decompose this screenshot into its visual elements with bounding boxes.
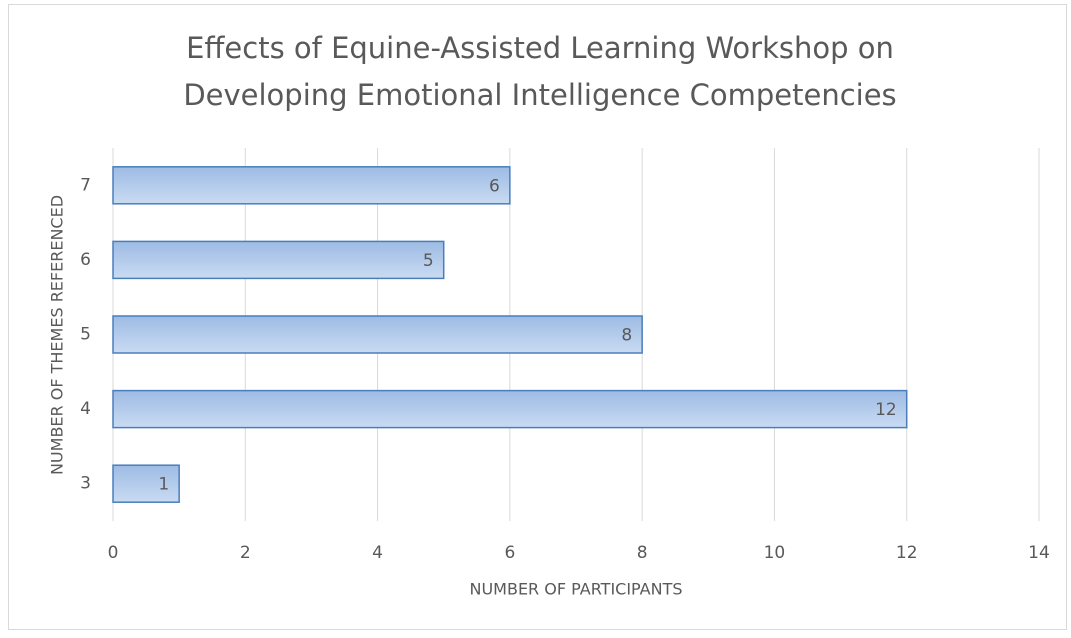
x-tick-label: 4 xyxy=(372,543,383,563)
data-label: 5 xyxy=(423,251,434,271)
y-tick-label: 5 xyxy=(80,325,91,345)
y-tick-label: 3 xyxy=(80,474,91,494)
data-label: 1 xyxy=(158,475,169,495)
data-label: 6 xyxy=(489,176,500,196)
y-axis-title: NUMBER OF THEMES REFERENCED xyxy=(48,195,67,475)
bar xyxy=(112,464,180,503)
x-tick-label: 10 xyxy=(764,543,786,563)
x-tick-label: 0 xyxy=(108,543,119,563)
x-tick-label: 2 xyxy=(240,543,251,563)
chart-title: Developing Emotional Intelligence Compet… xyxy=(183,78,896,112)
bar xyxy=(112,166,511,205)
y-tick-label: 7 xyxy=(80,175,91,195)
x-tick-label: 8 xyxy=(637,543,648,563)
data-label: 12 xyxy=(875,400,897,420)
x-tick-label: 14 xyxy=(1028,543,1050,563)
y-tick-label: 4 xyxy=(80,399,91,419)
bar xyxy=(112,315,643,354)
chart-title: Effects of Equine-Assisted Learning Work… xyxy=(186,31,894,65)
bar xyxy=(112,389,908,429)
y-tick-label: 6 xyxy=(80,250,91,270)
x-tick-label: 6 xyxy=(504,543,515,563)
data-label: 8 xyxy=(621,326,632,346)
x-axis-title: NUMBER OF PARTICIPANTS xyxy=(469,580,682,599)
bar xyxy=(112,240,445,280)
x-tick-label: 12 xyxy=(896,543,918,563)
